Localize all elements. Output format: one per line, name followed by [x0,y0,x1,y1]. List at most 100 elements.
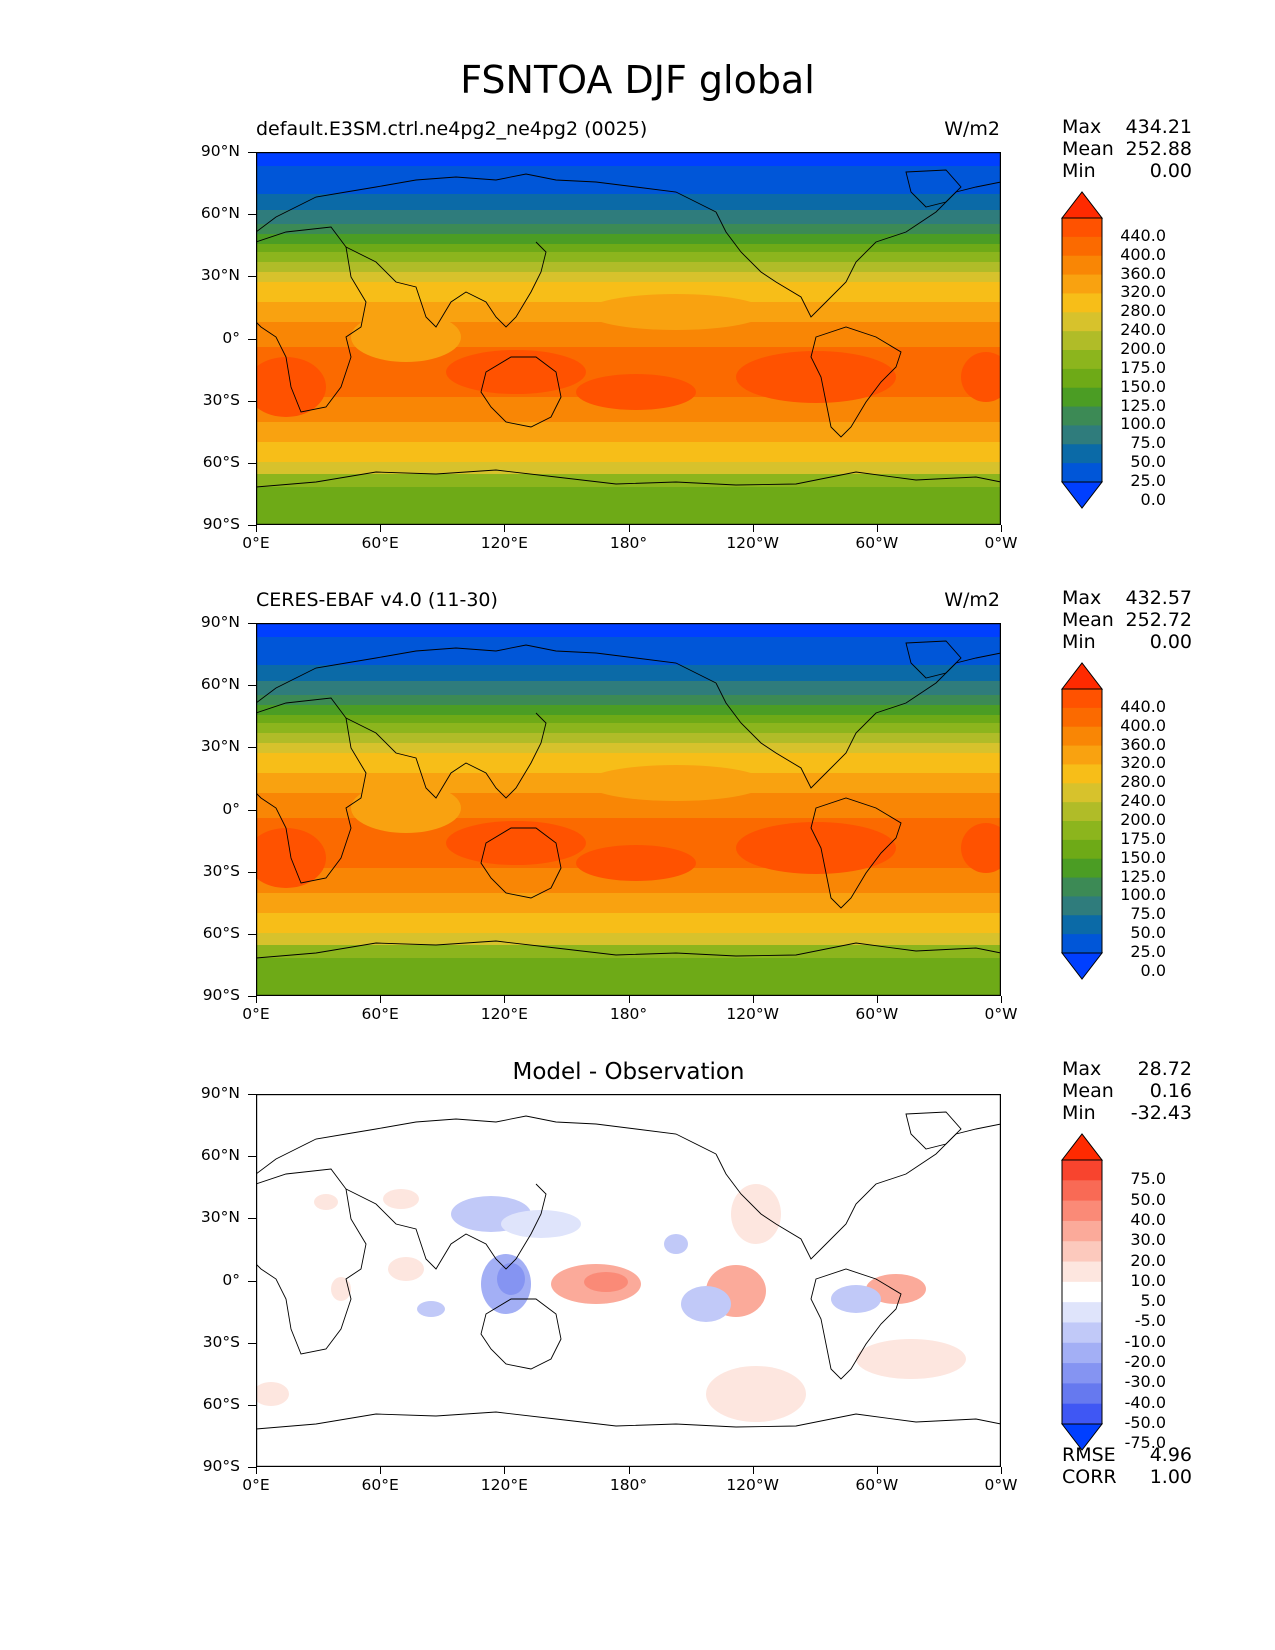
colorbar-tick-label: 75.0 [1130,904,1166,924]
colorbar-extend-max [1060,662,1104,690]
panel-diff: Model - Observation [0,0,1275,1085]
colorbar-segment [1062,1160,1102,1181]
lon-tick-mark [1001,1467,1002,1474]
colorbar-segment [1062,821,1102,841]
lon-tick-mark [628,525,630,532]
lon-tick-label: 60°E [361,1476,399,1494]
lon-tick-label: 0°E [242,534,270,552]
colorbar-tick-label: 0.0 [1140,960,1166,980]
panel-obs: CERES-EBAF v4.0 (11-30) W/m2 [0,0,1275,611]
lon-tick-mark [876,1467,878,1474]
colorbar-segment [1062,463,1102,483]
lat-tick-mark [248,214,256,216]
stat-min: 0.00 [1149,160,1192,182]
colorbar-tick-label: 320.0 [1120,753,1166,773]
corr-value: 1.00 [1149,1466,1192,1488]
coastline-5 [810,1268,902,1380]
lon-tick-label: 120°E [480,1476,528,1494]
lon-tick-mark [1001,996,1002,1003]
lon-tick-label: 0°W [984,534,1018,552]
lat-tick-label: 30°S [202,861,240,880]
colorbar-extend-min [1060,481,1104,509]
lon-tick-label: 180° [609,1005,648,1023]
stat-max: 432.57 [1125,587,1192,609]
map-obs [256,623,1001,996]
colorbar-tick-label: 40.0 [1130,1209,1166,1229]
lon-tick-mark [752,525,754,532]
colorbar-tick-label: 360.0 [1120,734,1166,754]
colorbar-segment [1062,783,1102,803]
lat-tick-mark [248,996,256,997]
colorbar-tick-label: -40.0 [1124,1392,1166,1412]
lon-tick-mark [256,996,257,1003]
lon-tick-label: 120°W [726,1476,779,1494]
stat-min-label: Min [1062,1102,1096,1124]
lon-tick-mark [628,996,630,1003]
colorbar-tick-label: 400.0 [1120,715,1166,735]
colorbar-segment [1062,707,1102,728]
colorbar-tick-label: 240.0 [1120,320,1166,340]
colorbar-tick-label: 200.0 [1120,810,1166,829]
lon-tick-label: 60°W [855,1005,899,1023]
colorbar-tick-label: 440.0 [1120,225,1166,245]
stat-max-label: Max [1062,587,1102,609]
lat-tick-label: 30°N [200,737,240,756]
panel-title: Model - Observation [512,1059,745,1085]
colorbar-segment [1062,915,1102,935]
stat-min: -32.43 [1130,1102,1192,1124]
coastline-2 [345,241,547,328]
colorbar-tick-label: 125.0 [1120,866,1166,886]
coastline-5 [810,326,902,438]
colorbar-tick-label: 0.0 [1140,489,1166,509]
colorbar-tick-label: 125.0 [1120,395,1166,415]
colorbar-segment [1062,1241,1102,1263]
colorbar-segment [1062,896,1102,916]
lon-tick-mark [876,525,878,532]
colorbar-segment [1062,745,1102,765]
colorbar-segment [1062,802,1102,822]
lon-tick-mark [256,525,257,532]
lat-tick-label: 0° [222,1270,240,1289]
coastline-5 [810,797,902,909]
lat-tick-mark [248,1094,256,1095]
coastline-1 [256,1115,717,1175]
lat-tick-mark [248,871,256,873]
colorbar-segment [1062,1403,1102,1425]
colorbar-segment [1062,1322,1102,1344]
stat-min-label: Min [1062,160,1096,182]
lat-tick-mark [248,933,256,935]
colorbar-tick-label: 150.0 [1120,376,1166,396]
lat-tick-label: 60°S [202,1394,240,1413]
lon-tick-label: 180° [609,1476,648,1494]
colorbar-tick-label: 100.0 [1120,414,1166,434]
colorbar-segment [1062,764,1102,784]
lat-tick-label: 30°S [202,1332,240,1351]
lon-tick-label: 60°W [855,1476,899,1494]
lon-tick-mark [1001,525,1002,532]
map-diff [256,1094,1001,1467]
lon-tick-mark [504,996,506,1003]
lon-tick-mark [504,1467,506,1474]
lon-tick-mark [380,1467,382,1474]
stat-max: 28.72 [1137,1058,1192,1080]
lat-tick-label: 30°S [202,390,240,409]
stat-mean-label: Mean [1062,609,1114,631]
panel-model: default.E3SM.ctrl.ne4pg2_ne4pg2 (0025) W… [0,0,1275,440]
lat-tick-label: 90°N [200,1084,240,1102]
panel-units: W/m2 [944,118,1000,140]
colorbar-segment [1062,406,1102,426]
coastline-7 [905,169,962,208]
lat-tick-label: 90°S [202,515,240,533]
colorbar-segment [1062,1342,1102,1364]
coastline-2 [345,1183,547,1270]
lat-tick-mark [248,623,256,624]
colorbar-diff [1060,1133,1104,1451]
stat-mean: 0.16 [1149,1080,1192,1102]
colorbar-tick-label: -10.0 [1124,1331,1166,1351]
colorbar-segment [1062,350,1102,370]
coastline-7 [905,640,962,679]
colorbar-segment [1062,689,1102,709]
lon-tick-mark [380,996,382,1003]
colorbar-segment [1062,934,1102,954]
colorbar-segment [1062,1180,1102,1202]
